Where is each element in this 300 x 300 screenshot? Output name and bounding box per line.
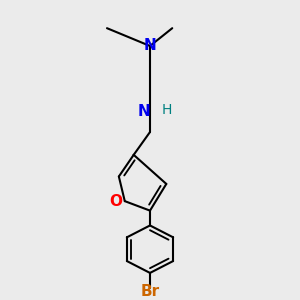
Text: N: N: [144, 38, 156, 53]
Text: H: H: [161, 103, 172, 117]
Text: O: O: [110, 194, 122, 208]
Text: N: N: [138, 104, 150, 119]
Text: Br: Br: [140, 284, 160, 299]
